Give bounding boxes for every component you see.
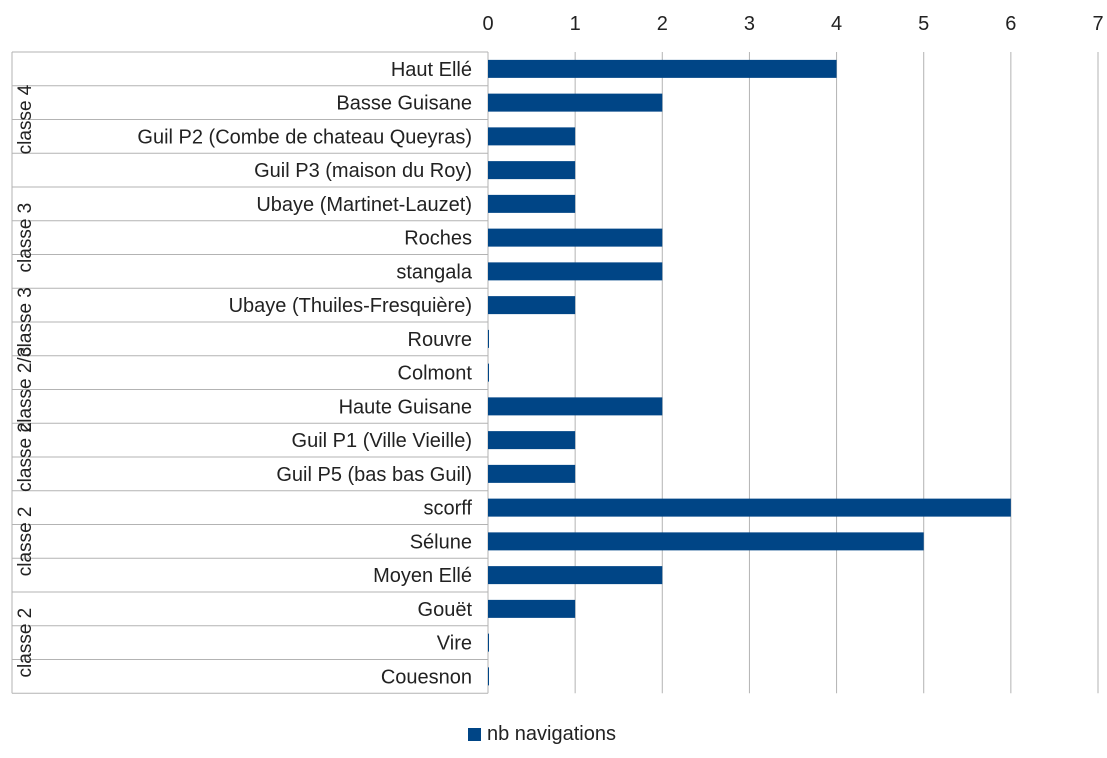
bar: [488, 464, 576, 483]
legend-label: nb navigations: [487, 723, 616, 745]
x-tick-label: 2: [657, 13, 668, 35]
x-tick-label: 6: [1005, 13, 1016, 35]
category-label: Haute Guisane: [339, 396, 472, 418]
bar: [488, 566, 663, 585]
bar: [488, 161, 576, 180]
bar: [488, 262, 663, 281]
group-label: classe 3: [15, 287, 36, 357]
bar: [488, 599, 576, 618]
x-tick-label: 4: [831, 13, 842, 35]
category-label: Ubaye (Thuiles-Fresquière): [229, 295, 472, 317]
bar: [488, 329, 489, 348]
x-tick-label: 5: [918, 13, 929, 35]
bar: [488, 397, 663, 416]
bar: [488, 194, 576, 213]
bar: [488, 532, 924, 551]
bar: [488, 667, 489, 686]
category-label: Guil P2 (Combe de chateau Queyras): [137, 126, 472, 148]
group-label: classe 3: [15, 203, 36, 273]
category-label: Rouvre: [408, 329, 472, 351]
group-label: classe 4: [15, 84, 36, 154]
bar: [488, 127, 576, 146]
category-label: Haut Ellé: [391, 59, 472, 81]
category-label: Couesnon: [381, 666, 472, 688]
category-label: Guil P3 (maison du Roy): [254, 160, 472, 182]
bar: [488, 296, 576, 315]
bar: [488, 431, 576, 450]
bar: [488, 93, 663, 112]
category-label: Guil P5 (bas bas Guil): [276, 464, 472, 486]
x-tick-label: 1: [570, 13, 581, 35]
category-label: Moyen Ellé: [373, 565, 472, 587]
bar: [488, 633, 489, 652]
category-label: Guil P1 (Ville Vieille): [292, 430, 472, 452]
bar: [488, 498, 1011, 517]
category-label: Ubaye (Martinet-Lauzet): [256, 194, 472, 216]
bar: [488, 59, 837, 78]
legend-swatch: [468, 728, 481, 741]
bar: [488, 363, 489, 382]
category-label: Gouët: [418, 599, 473, 621]
group-label: classe 2/3: [15, 347, 36, 433]
group-label: classe 2: [15, 507, 36, 577]
category-label: scorff: [423, 498, 472, 520]
category-label: stangala: [396, 261, 472, 283]
x-tick-label: 0: [482, 13, 493, 35]
category-label: Roches: [404, 228, 472, 250]
category-label: Sélune: [410, 531, 472, 553]
group-label: classe 2: [15, 422, 36, 492]
x-tick-label: 7: [1092, 13, 1103, 35]
x-tick-label: 3: [744, 13, 755, 35]
group-label: classe 2: [15, 608, 36, 678]
category-label: Colmont: [398, 363, 473, 385]
bar: [488, 228, 663, 247]
category-label: Basse Guisane: [336, 93, 472, 115]
category-label: Vire: [437, 633, 472, 655]
